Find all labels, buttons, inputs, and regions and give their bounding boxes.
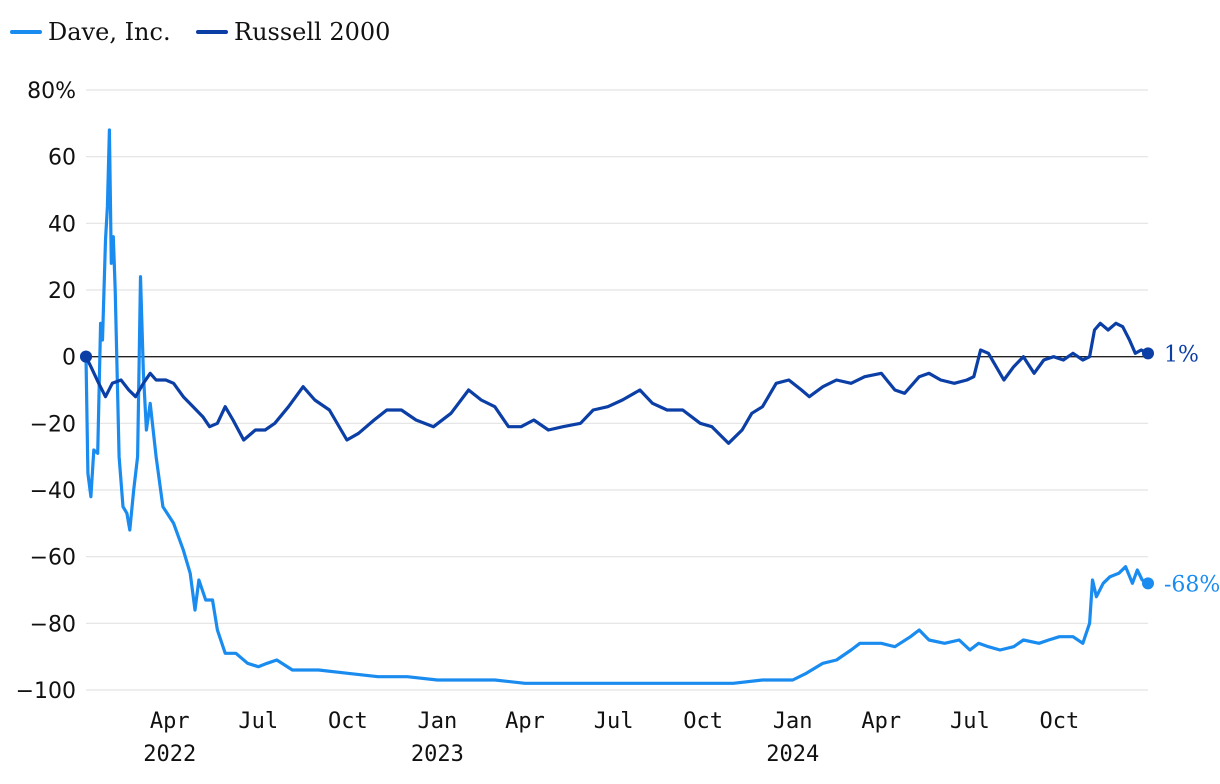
- x-axis-ticks: Apr 2022 Jul Oct Jan 2023 Apr Jul Oct Jan 2024 Apr J…: [143, 709, 1079, 767]
- x-tick-label: Apr: [150, 709, 190, 734]
- legend-label-dave: Dave, Inc.: [48, 18, 171, 46]
- y-tick-label: −80: [30, 612, 76, 637]
- legend: Dave, Inc. Russell 2000: [10, 18, 390, 46]
- y-tick-label: −100: [16, 679, 76, 704]
- legend-label-russell: Russell 2000: [234, 18, 390, 46]
- x-tick-year-label: 2024: [766, 742, 819, 767]
- y-tick-label: −40: [30, 479, 76, 504]
- x-tick-label: Oct: [683, 709, 723, 734]
- y-tick-label: 60: [48, 146, 76, 171]
- y-tick-label: 40: [48, 212, 76, 237]
- x-tick-label: Oct: [328, 709, 368, 734]
- series-line-russell: [84, 321, 1150, 445]
- x-tick-year-label: 2023: [411, 742, 464, 767]
- x-tick-label: Oct: [1040, 709, 1080, 734]
- end-label-russell: 1%: [1164, 342, 1199, 367]
- gridlines: [86, 89, 1148, 691]
- x-tick-label: Jul: [594, 709, 634, 734]
- x-tick-label: Apr: [861, 709, 901, 734]
- x-tick-label: Jan: [418, 709, 458, 734]
- end-label-dave: -68%: [1164, 572, 1220, 597]
- series-end-marker-dave: [1142, 577, 1154, 590]
- x-tick-label: Jan: [773, 709, 813, 734]
- series-end-marker-russell: [1142, 347, 1154, 360]
- series-lines: [80, 128, 1154, 685]
- x-tick-label: Jul: [950, 709, 990, 734]
- series-start-marker-russell: [80, 350, 92, 363]
- end-labels: -68% 1%: [1164, 342, 1220, 597]
- series-line-dave: [84, 128, 1150, 685]
- y-tick-label: 0: [62, 346, 76, 371]
- x-tick-label: Apr: [505, 709, 545, 734]
- y-tick-label: −20: [30, 412, 76, 437]
- y-tick-label: −60: [30, 546, 76, 571]
- y-tick-label: 20: [48, 279, 76, 304]
- y-axis-ticks: 80% 60 40 20 0 −20 −40 −60 −80 −100: [16, 79, 76, 704]
- x-tick-label: Jul: [238, 709, 278, 734]
- x-tick-year-label: 2022: [143, 742, 196, 767]
- y-tick-label: 80%: [27, 79, 76, 104]
